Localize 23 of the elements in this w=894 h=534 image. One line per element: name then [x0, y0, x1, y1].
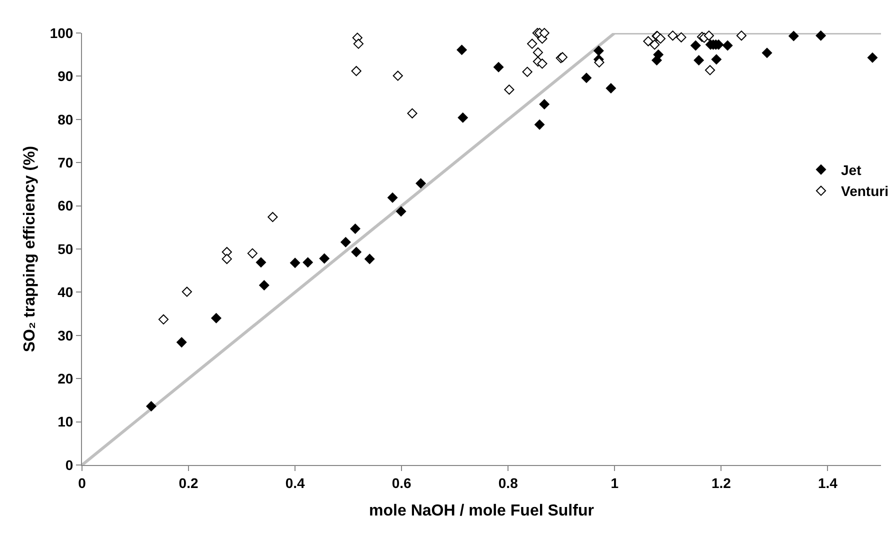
x-axis-title: mole NaOH / mole Fuel Sulfur — [369, 502, 594, 520]
x-tick-label: 1.4 — [818, 474, 838, 491]
y-tick-label: 100 — [50, 24, 74, 41]
y-tick-label: 50 — [58, 240, 74, 257]
y-tick-label: 60 — [58, 198, 74, 214]
x-tick-label: 0.6 — [392, 474, 412, 491]
x-tick-label: 0.8 — [498, 474, 518, 491]
y-tick-label: 30 — [58, 327, 74, 344]
y-axis-title: SO₂ trapping efficiency (%) — [22, 146, 39, 352]
y-tick-label: 0 — [65, 456, 74, 473]
y-tick-label: 70 — [58, 154, 74, 170]
y-tick-label: 10 — [58, 414, 74, 430]
x-tick-label: 1.2 — [711, 474, 732, 491]
y-tick-label: 90 — [58, 68, 74, 84]
y-tick-label: 40 — [58, 284, 74, 300]
x-tick-label: 0 — [78, 474, 86, 491]
x-tick-label: 0.4 — [285, 474, 306, 491]
legend-label: Jet — [841, 162, 862, 178]
y-tick-label: 20 — [58, 370, 74, 386]
x-tick-label: 1 — [610, 474, 619, 491]
x-tick-label: 0.2 — [178, 474, 198, 491]
legend-label: Venturi — [841, 183, 888, 200]
y-tick-label: 80 — [58, 111, 74, 128]
